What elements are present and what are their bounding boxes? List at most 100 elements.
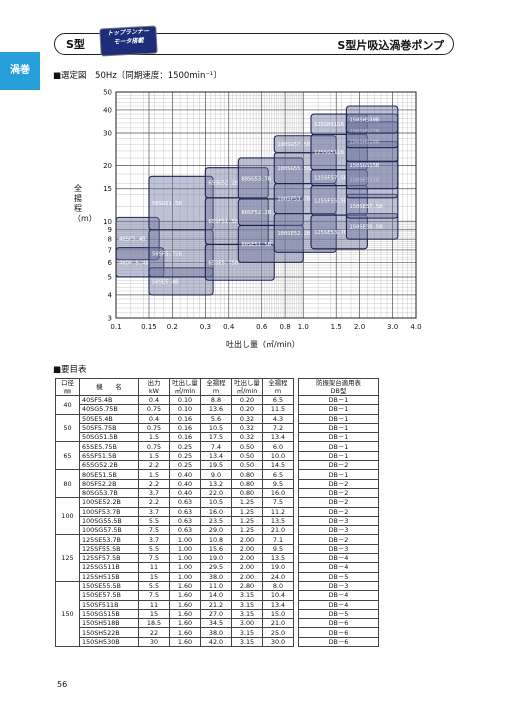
- head-2-cell: 30.0: [262, 636, 294, 648]
- model-cell: 50SF5.75B: [79, 422, 139, 434]
- model-cell: 125SG511B: [79, 562, 139, 573]
- flow-1-cell: 1.00: [169, 553, 201, 564]
- pump-region-label: 65SG52.2B: [208, 181, 238, 187]
- table-row: 100SF53.7B 3.7 0.63 16.0 1.25 11.2 DB－2: [56, 506, 379, 517]
- table-row: 150SF511B 11 1.60 21.2 3.15 13.4 DB－4: [56, 599, 379, 610]
- flow-2-cell: 0.20: [231, 394, 263, 406]
- pump-region: 150SH530B: [345, 105, 399, 134]
- pump-region-shape: [237, 157, 304, 200]
- model-cell: 150SH518B: [79, 618, 139, 629]
- model-cell: 125SE53.7B: [79, 534, 139, 545]
- power-cell: 15: [138, 608, 170, 620]
- frame-cell: DB－2: [298, 478, 379, 489]
- flow-2-cell: 2.00: [231, 553, 263, 564]
- pump-region: 65SG52.2B: [204, 167, 269, 199]
- pump-region-label: 100SE52.2B: [277, 231, 311, 237]
- head-1-cell: 13.2: [200, 478, 232, 489]
- table-row: 65 65SE5.75B 0.75 0.25 7.4 0.50 6.0 DB－1: [55, 441, 379, 471]
- frame-cell: DB－2: [298, 497, 379, 508]
- pump-region-shape: [273, 135, 337, 154]
- y-axis-title: 全揚程（m）: [73, 184, 97, 223]
- model-cell: 65SF51.5B: [79, 450, 139, 462]
- y-tick-label: 40: [103, 106, 112, 114]
- y-tick-label: 15: [103, 185, 112, 193]
- pump-region: 50SE5.4B: [148, 267, 214, 296]
- flow-2-cell: 0.50: [231, 450, 263, 462]
- diameter-cell: 125: [55, 534, 80, 582]
- power-cell: 3.7: [138, 534, 170, 545]
- model-cell: 125SF55.5B: [79, 543, 139, 555]
- pump-region-label: 125SG511B: [314, 150, 344, 156]
- pump-region-label: 65SE5.75B: [208, 260, 238, 266]
- table-row: 125SH515B 15 1.00 38.0 2.00 24.0 DB－5: [56, 571, 379, 582]
- flow-1-cell: 0.16: [169, 432, 201, 443]
- flow-1-cell: 0.25: [169, 460, 201, 471]
- col-header-head-1: 全揚程 m: [200, 378, 232, 396]
- pump-region-shape: [345, 140, 399, 190]
- head-2-cell: 6.0: [262, 441, 294, 452]
- y-tick-label: 20: [103, 162, 112, 170]
- table-row: 80SF52.2B 2.2 0.40 13.2 0.80 9.5 DB－2: [56, 478, 379, 489]
- head-1-cell: 42.0: [200, 636, 232, 648]
- power-cell: 22: [138, 627, 170, 638]
- flow-2-cell: 0.80: [231, 478, 263, 489]
- pump-region-label: 125SH515B: [314, 122, 344, 128]
- frame-cell: DB－1: [298, 404, 379, 415]
- flow-2-cell: 1.25: [231, 497, 263, 508]
- x-tick-label: 1.0: [298, 323, 309, 331]
- head-2-cell: 25.0: [262, 627, 294, 638]
- head-2-cell: 7.1: [262, 534, 294, 545]
- flow-2-cell: 1.25: [231, 525, 263, 536]
- diameter-cell: 150: [55, 580, 80, 648]
- frame-cell: DB－2: [298, 534, 379, 545]
- power-cell: 3.7: [138, 487, 170, 499]
- model-cell: 40SF5.4B: [79, 394, 139, 406]
- pump-region-shape: [345, 213, 399, 240]
- flow-1-cell: 0.40: [169, 478, 201, 489]
- flow-1-cell: 0.63: [169, 506, 201, 517]
- model-cell: 50SG51.5B: [79, 432, 139, 443]
- pump-region-label: 100SG57.5B: [277, 142, 311, 148]
- pump-region: 150SE57.5B: [345, 193, 399, 219]
- flow-1-cell: 0.40: [169, 487, 201, 499]
- col-header-power: 出力 kW: [138, 378, 170, 396]
- flow-2-cell: 2.00: [231, 571, 263, 582]
- flow-1-cell: 1.60: [169, 636, 201, 648]
- x-tick-label: 0.15: [141, 323, 157, 331]
- x-tick-label: 0.8: [280, 323, 291, 331]
- frame-cell: DB－2: [298, 487, 379, 499]
- model-cell: 100SG55.5B: [79, 515, 139, 527]
- diameter-cell: 50: [55, 413, 80, 443]
- pump-region-label: 150SH530B: [349, 118, 379, 124]
- head-2-cell: 4.3: [262, 413, 294, 424]
- power-cell: 0.4: [138, 394, 170, 406]
- frame-cell: DB－1: [298, 432, 379, 443]
- flow-2-cell: 3.15: [231, 599, 263, 610]
- col-header-flow-2: 吐出し量 ㎥/min: [231, 378, 263, 396]
- model-cell: 40SG5.75B: [79, 404, 139, 415]
- frame-cell: DB－6: [298, 636, 379, 648]
- power-cell: 2.2: [138, 460, 170, 471]
- frame-cell: DB－5: [298, 571, 379, 582]
- diameter-cell: 100: [55, 497, 80, 536]
- flow-1-cell: 0.25: [169, 450, 201, 462]
- head-1-cell: 38.0: [200, 571, 232, 582]
- power-cell: 5.5: [138, 515, 170, 527]
- y-tick-label: 5: [108, 273, 112, 281]
- model-cell: 65SE5.75B: [79, 441, 139, 452]
- head-1-cell: 10.5: [200, 497, 232, 508]
- flow-2-cell: 0.32: [231, 422, 263, 434]
- model-cell: 80SE51.5B: [79, 469, 139, 480]
- pump-region-label: 80SF52.2B: [241, 210, 271, 216]
- head-1-cell: 29.0: [200, 525, 232, 536]
- flow-2-cell: 0.50: [231, 460, 263, 471]
- head-1-cell: 19.0: [200, 553, 232, 564]
- power-cell: 3.7: [138, 506, 170, 517]
- head-2-cell: 13.4: [262, 432, 294, 443]
- flow-2-cell: 0.32: [231, 432, 263, 443]
- flow-1-cell: 0.16: [169, 422, 201, 434]
- model-cell: 125SF57.5B: [79, 553, 139, 564]
- model-cell: 150SH530B: [79, 636, 139, 648]
